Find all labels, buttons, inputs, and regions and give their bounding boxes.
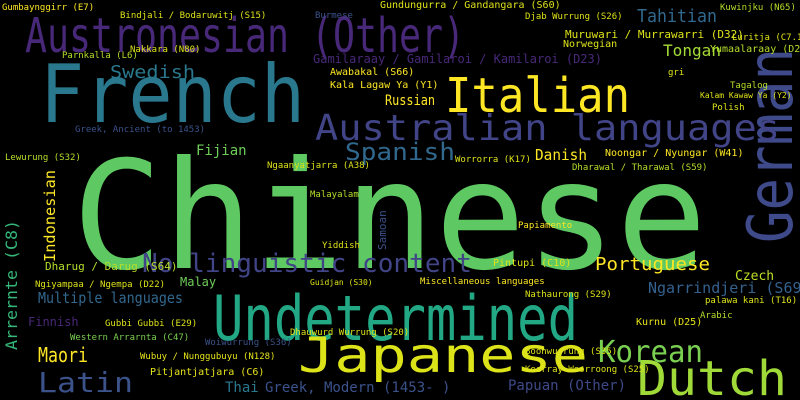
word: Italian [445,68,630,124]
word: Gubbi Gubbi (E29) [105,319,197,329]
word: Norwegian [563,39,617,50]
word: Yiddish [322,241,360,251]
word: Gumbaynggirr (E7) [2,3,94,13]
word: Miscellaneous languages [420,277,545,287]
word: Boonwurrung (S35) [525,347,617,357]
word: Undetermined [213,282,578,355]
word: Gundungurra / Gandangara (S60) [380,0,561,11]
word: Woiwurrung (S36) [205,338,292,348]
word: Papiamento [518,221,572,231]
word: Dharug / Darug (S64) [45,260,177,273]
word: Swedish [110,62,195,83]
word: Yumaalaraay (D27) [710,44,800,55]
word: Nakkara (N80) [130,45,200,55]
word: Nathaurong (S29) [525,290,612,300]
word: Fijian [196,143,247,159]
word: Awabakal (S66) [330,67,414,78]
word: Czech [735,269,774,284]
word: Noongar / Nyungar (W41) [605,148,743,159]
word: Guidjan (S30) [310,278,373,287]
word: Finnish [28,315,79,329]
word: Dutch [637,351,787,400]
word: palawa kani (T16) [705,296,797,306]
word: Tagalog [730,81,768,91]
word: Samoan [376,210,389,250]
word: Maori [38,343,88,367]
word: Luritja (C7.1) [732,33,800,43]
word: Dhauwurd Wurrung (S20) [290,328,409,338]
word: Arabic [700,311,733,321]
word: Pitjantjatjara (C6) [150,367,264,378]
word: Tongan [663,41,721,60]
word: Djab Wurrung (S26) [525,12,623,22]
word: French [40,48,305,141]
word: Malay [180,275,216,289]
word: Portuguese [595,254,710,275]
word: Bindjali / Bodaruwitj (S15) [120,11,266,21]
word: Burmese [315,11,353,21]
word: German [734,48,800,243]
word: Dharawal / Tharawal (S59) [572,163,707,173]
word: Parnkalla (L6) [62,51,138,61]
word: Muruwari / Murrawarri (D32) [565,28,744,41]
word: Russian [385,93,435,109]
word: Multiple languages [38,289,183,307]
word: Malayalam [310,190,359,200]
word: Japanese [298,328,588,384]
word: Kuwinjku (N65) [720,3,796,13]
word: Kala Lagaw Ya (Y1) [330,80,438,91]
word: Lewurung (S32) [5,153,81,163]
word: Indonesian [41,170,59,262]
word: Austronesian (Other) [25,8,465,64]
word: Kalam Kawaw Ya (Y2) [700,91,792,100]
word: No linguistic content [142,249,472,279]
word: Chinese [72,130,707,304]
word: gri [668,68,684,78]
word: Keerray Woorroong (S25) [525,365,650,375]
word: Danish [535,146,587,164]
word: Greek, Modern (1453- ) [265,380,450,396]
word: Ngarrindjeri (S69) [648,279,800,297]
word: Greek, Ancient (to 1453) [75,125,205,135]
word: Kurnu (D25) [636,317,702,328]
word: Spanish [345,138,455,166]
word: Polish [712,103,745,113]
word: Ngiyampaa / Ngempa (D22) [35,280,165,290]
word: Ngaanyatjarra (A38) [267,161,370,171]
word: Gamilaraay / Gamilaroi / Kamilaroi (D23) [313,52,602,66]
word: Papuan (Other) [508,378,626,394]
word: Worrorra (K17) [455,155,531,165]
word: Australian languages [315,108,780,149]
word: Arrernte (C8) [2,220,21,350]
word: Western Arrarnta (C47) [70,333,189,343]
word: Thai [225,380,259,396]
word: Korean [598,335,703,370]
word: Wubuy / Nunggubuyu (N128) [140,352,275,362]
word: Tahitian [637,6,717,27]
word: Pintupi (C10) [493,258,571,269]
word: Latin [38,366,133,399]
